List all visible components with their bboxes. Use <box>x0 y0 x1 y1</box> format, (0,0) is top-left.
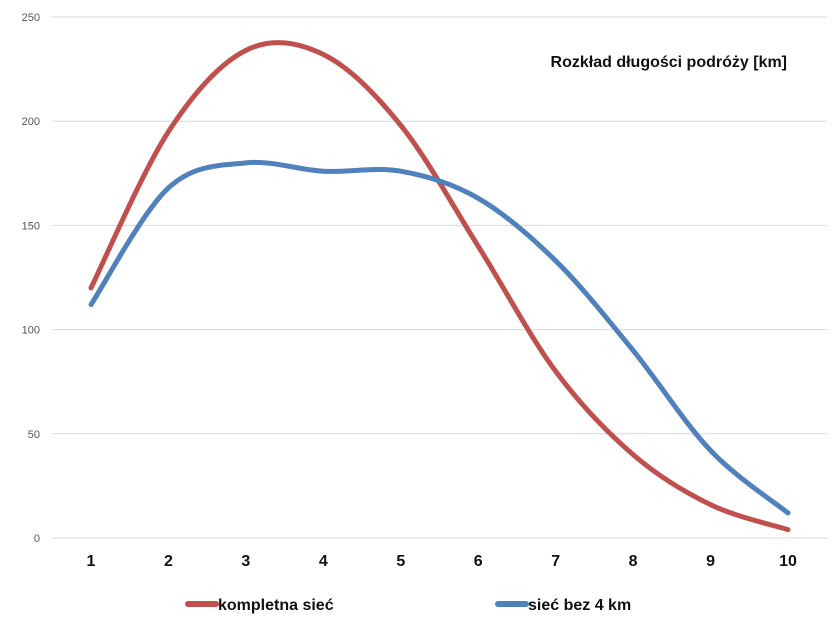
x-tick-label: 5 <box>396 553 405 570</box>
data-point <box>631 452 636 457</box>
series-line-1 <box>88 40 791 533</box>
data-point <box>476 196 481 201</box>
legend-label: sieć bez 4 km <box>528 597 631 614</box>
data-point <box>398 169 403 174</box>
x-tick-label: 7 <box>551 553 560 570</box>
data-point <box>553 258 558 263</box>
x-tick-label: 3 <box>241 553 250 570</box>
legend-label: kompletna sieć <box>218 597 334 614</box>
x-tick-label: 9 <box>706 553 715 570</box>
data-point <box>243 48 248 53</box>
data-point <box>708 448 713 453</box>
series-line-2 <box>88 159 791 516</box>
y-tick-label: 50 <box>28 429 40 441</box>
chart-title: Rozkład długości podróży [km] <box>551 54 787 71</box>
x-tick-label: 1 <box>87 553 96 570</box>
x-tick-label: 10 <box>779 553 797 570</box>
y-tick-label: 250 <box>22 12 40 24</box>
x-tick-label: 8 <box>629 553 638 570</box>
x-axis-ticks: 1 2 3 4 5 6 7 8 9 10 <box>87 553 797 570</box>
data-point <box>321 52 326 57</box>
y-tick-label: 150 <box>22 220 40 232</box>
data-point <box>321 169 326 174</box>
grid-lines <box>52 16 827 539</box>
data-point <box>631 348 636 353</box>
data-point <box>398 123 403 128</box>
data-point <box>476 244 481 249</box>
data-point <box>166 129 171 134</box>
y-axis-ticks: 0 50 100 150 200 250 <box>22 12 40 545</box>
data-point <box>553 369 558 374</box>
x-tick-label: 2 <box>164 553 173 570</box>
y-tick-label: 100 <box>22 325 40 337</box>
data-point <box>708 502 713 507</box>
x-tick-label: 6 <box>474 553 483 570</box>
data-point <box>243 160 248 165</box>
x-tick-label: 4 <box>319 553 328 570</box>
data-point <box>89 285 94 290</box>
data-point <box>786 510 791 515</box>
data-point <box>786 527 791 532</box>
legend: kompletna sieć sieć bez 4 km <box>185 597 631 614</box>
series-lines <box>88 40 791 533</box>
y-tick-label: 0 <box>34 533 40 545</box>
data-point <box>89 302 94 307</box>
data-point <box>166 185 171 190</box>
y-tick-label: 200 <box>22 116 40 128</box>
